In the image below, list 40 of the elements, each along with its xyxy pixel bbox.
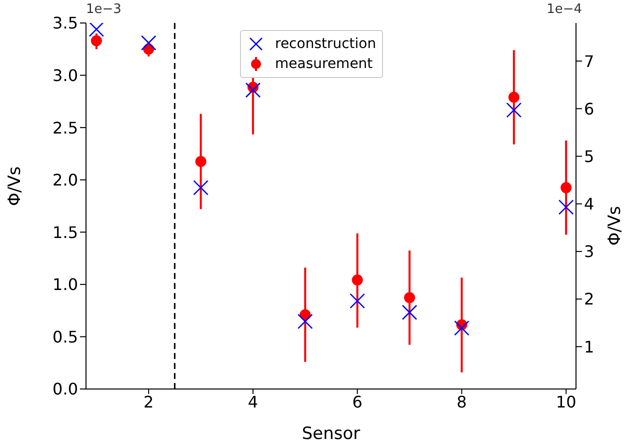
point [245, 82, 261, 98]
x-tick-label: 6 [352, 392, 362, 412]
legend-label: reconstruction [275, 36, 376, 52]
x-tick-label: 10 [556, 392, 576, 412]
legend-label: measurement [275, 56, 373, 72]
y2-tick-label: 3 [584, 242, 594, 262]
point [195, 156, 206, 167]
point [454, 320, 470, 336]
point [350, 293, 366, 309]
text: 1e−4 [546, 2, 582, 17]
x-tick-label: 2 [144, 392, 154, 412]
y-tick-label: 2.0 [52, 170, 78, 190]
y-tick-label: 1.5 [52, 222, 78, 242]
y-tick-label: 3.0 [52, 66, 78, 85]
point [560, 182, 572, 194]
y-tick-label: 0.0 [52, 380, 78, 399]
y-tick-label: 1.0 [52, 275, 78, 294]
y2-tick-label: 5 [584, 146, 594, 166]
y2-tick-label: 6 [584, 99, 594, 118]
y2-tick-label: 1 [584, 337, 594, 356]
point [404, 292, 416, 304]
point [506, 102, 522, 118]
y2-tick-label: 7 [584, 52, 594, 71]
text: 1e−3 [86, 2, 122, 17]
point [508, 92, 520, 103]
point [402, 304, 418, 320]
point [298, 314, 313, 330]
point [193, 180, 208, 196]
y2-axis-title: Φ/Vs [605, 206, 626, 246]
y2-tick-label: 4 [584, 194, 594, 214]
point [558, 200, 574, 215]
y-tick-label: 2.5 [52, 118, 78, 138]
y-axis-title: Φ/Vs [5, 166, 26, 206]
y-tick-label: 3.5 [52, 14, 78, 33]
y2-tick-label: 2 [584, 290, 594, 309]
point [352, 274, 363, 286]
x-tick-label: 8 [456, 392, 467, 412]
x-axis-title: Sensor [302, 424, 360, 443]
x-tick-label: 4 [248, 392, 258, 412]
y-tick-label: 0.5 [52, 327, 78, 346]
